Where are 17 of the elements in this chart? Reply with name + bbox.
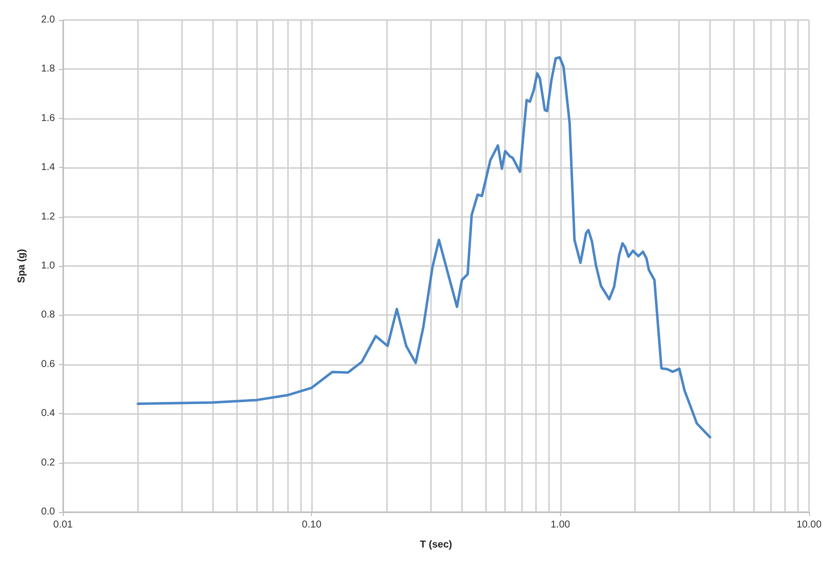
- x-tick-label: 0.10: [302, 520, 322, 530]
- y-tick-label: 1.0: [41, 260, 56, 272]
- y-tick-label: 2.0: [41, 14, 56, 26]
- y-tick-label: 0.0: [41, 506, 56, 518]
- y-tick-label: 1.4: [41, 162, 56, 174]
- y-axis-title: Spa (g): [16, 249, 28, 283]
- y-tick-label: 1.8: [41, 64, 56, 75]
- y-tick-label: 0.6: [41, 358, 56, 370]
- y-tick-label: 1.2: [41, 211, 56, 222]
- y-tick-label: 1.6: [41, 112, 56, 124]
- x-axis-title: T (sec): [420, 540, 452, 550]
- x-tick-label: 0.01: [53, 520, 74, 530]
- y-tick-label: 0.4: [41, 408, 56, 420]
- y-tick-label: 0.2: [41, 457, 56, 468]
- x-tick-label: 1.00: [550, 520, 570, 530]
- y-tick-label: 0.8: [41, 310, 56, 321]
- x-tick-label: 10.00: [796, 520, 822, 530]
